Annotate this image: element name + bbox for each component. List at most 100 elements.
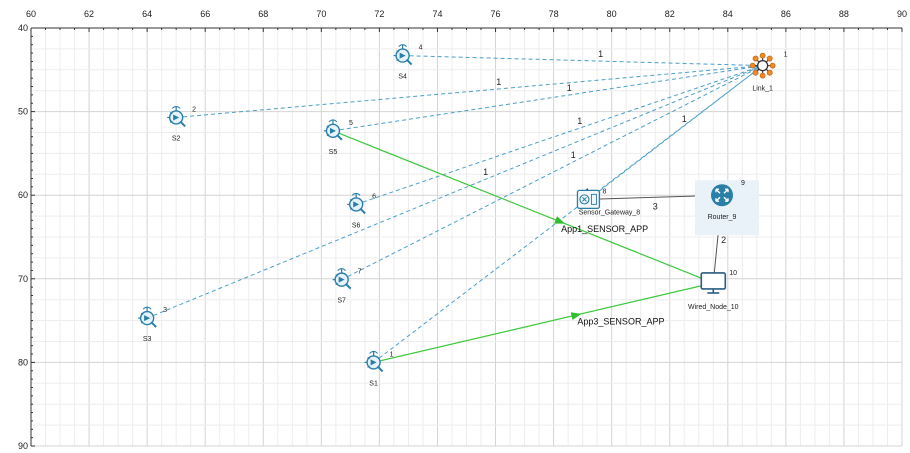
sensor-icon — [347, 192, 366, 215]
node-id: 2 — [192, 106, 196, 113]
wireless-link-s7 — [341, 65, 763, 281]
sensor-wave — [369, 350, 378, 354]
node-label: Wired_Node_10 — [688, 304, 739, 311]
sensor-tick-tl — [349, 198, 353, 202]
sensor-handle — [405, 58, 413, 66]
hub-end — [766, 55, 773, 62]
sensor-tick-bl — [169, 120, 173, 123]
sensor-icon — [323, 119, 343, 141]
sensor-tick-tl — [396, 50, 399, 53]
wireless-link-label: 1 — [567, 83, 572, 93]
node-s7[interactable]: S7 7 — [332, 268, 362, 305]
node-link1[interactable]: Link_1 1 — [749, 52, 788, 93]
node-id: 10 — [729, 270, 737, 277]
wired-link-label: 2 — [721, 235, 726, 245]
wireless-link-label: 1 — [682, 114, 687, 124]
wireless-link-s5 — [332, 65, 763, 132]
y-tick-label: 60 — [18, 190, 28, 200]
node-s3[interactable]: S3 3 — [138, 306, 167, 343]
wireless-links: 1 1 1 1 1 1 1 1 — [146, 49, 763, 363]
app-flow-label: App1_SENSOR_APP — [561, 224, 648, 234]
sensor-tick-tl — [367, 356, 370, 360]
computer-icon — [700, 272, 727, 294]
node-s6[interactable]: S6 6 — [347, 192, 376, 229]
wireless-link-s2 — [176, 65, 763, 118]
hub-end — [759, 72, 766, 79]
y-tick-label: 40 — [18, 23, 28, 33]
node-s5[interactable]: S5 5 — [323, 119, 353, 156]
node-label: S6 — [352, 222, 361, 229]
sensor-tick-bl — [367, 365, 370, 368]
node-gateway[interactable]: Sensor_Gateway_8 8 — [576, 188, 641, 216]
node-id: 3 — [163, 307, 167, 314]
node-router[interactable]: Router_9 9 — [694, 180, 759, 236]
sensor-wave — [171, 105, 181, 109]
x-tick-label: 74 — [432, 9, 442, 19]
sensor-arrow — [353, 201, 360, 208]
x-tick-label: 68 — [258, 9, 268, 19]
node-id: 6 — [372, 193, 376, 200]
sensor-icon — [393, 44, 413, 66]
sensor-wave — [337, 268, 347, 272]
hub-end — [769, 62, 776, 69]
x-tick-label: 88 — [839, 9, 849, 19]
app-flow-arrow — [554, 216, 565, 224]
node-id: 5 — [349, 120, 353, 127]
x-tick-label: 84 — [723, 9, 733, 19]
sensor-tick-tl — [326, 125, 330, 128]
hub-center — [756, 59, 769, 72]
node-s2[interactable]: S2 2 — [167, 105, 196, 142]
hub-end — [766, 69, 773, 76]
sensor-handle — [344, 282, 352, 290]
sensor-tick-bl — [140, 321, 144, 324]
sensor-arrow — [399, 52, 406, 59]
app-flow-arrow — [570, 312, 582, 321]
wireless-link-label: 1 — [598, 49, 603, 59]
x-tick-label: 66 — [200, 9, 210, 19]
node-id: 1 — [784, 52, 788, 59]
computer-screen — [700, 272, 727, 290]
gateway-icon — [576, 189, 601, 210]
node-s4[interactable]: S4 4 — [393, 44, 423, 81]
sensor-tick-bl — [349, 207, 353, 210]
node-wired[interactable]: Wired_Node_10 10 — [688, 270, 739, 311]
node-label: S1 — [369, 380, 378, 387]
sensor-handle — [179, 120, 186, 128]
app-flow-label: App3_SENSOR_APP — [577, 317, 664, 327]
node-label: Sensor_Gateway_8 — [579, 209, 641, 216]
sensor-tick-bl — [396, 58, 399, 61]
node-label: S2 — [172, 135, 181, 142]
sensor-wave — [142, 306, 152, 310]
x-tick-label: 60 — [26, 9, 36, 19]
sensor-icon — [332, 268, 352, 290]
node-label: S5 — [329, 149, 338, 156]
sensor-handle — [359, 207, 366, 215]
nodes: S1 1 S2 2 S3 3 S4 4 S5 5 S6 6 S7 7 Sensor_Gateway_8 8 Ro… — [138, 44, 788, 387]
sensor-icon — [167, 105, 186, 128]
gateway-dial — [579, 194, 590, 205]
y-tick-label: 70 — [18, 274, 28, 284]
wireless-link-s3 — [146, 65, 763, 319]
x-tick-label: 62 — [84, 9, 94, 19]
sensor-tick-bl — [326, 133, 330, 137]
wireless-link-label: 1 — [571, 150, 576, 160]
node-label: Router_9 — [708, 214, 737, 221]
sensor-tick-tl — [169, 112, 173, 115]
sensor-wave — [328, 119, 338, 123]
node-s1[interactable]: S1 1 — [364, 350, 394, 387]
sensor-tick-bl — [335, 282, 338, 286]
y-tick-label: 50 — [18, 107, 28, 117]
y-tick-label: 80 — [18, 357, 28, 367]
x-tick-label: 82 — [665, 9, 675, 19]
gateway-cross — [582, 197, 587, 202]
axes: 60 62 64 66 68 70 72 74 76 78 80 82 84 86 88 9040506070… — [18, 9, 907, 451]
node-label: S7 — [337, 298, 346, 305]
sensor-tick-tl — [140, 312, 144, 315]
app-flow-line-s1 — [373, 282, 714, 363]
sensor-icon — [364, 350, 384, 373]
sensor-wave — [398, 44, 407, 47]
router-body — [710, 184, 733, 207]
application-flows: App1_SENSOR_APP App3_SENSOR_APP — [332, 130, 714, 363]
x-tick-label: 86 — [781, 9, 791, 19]
